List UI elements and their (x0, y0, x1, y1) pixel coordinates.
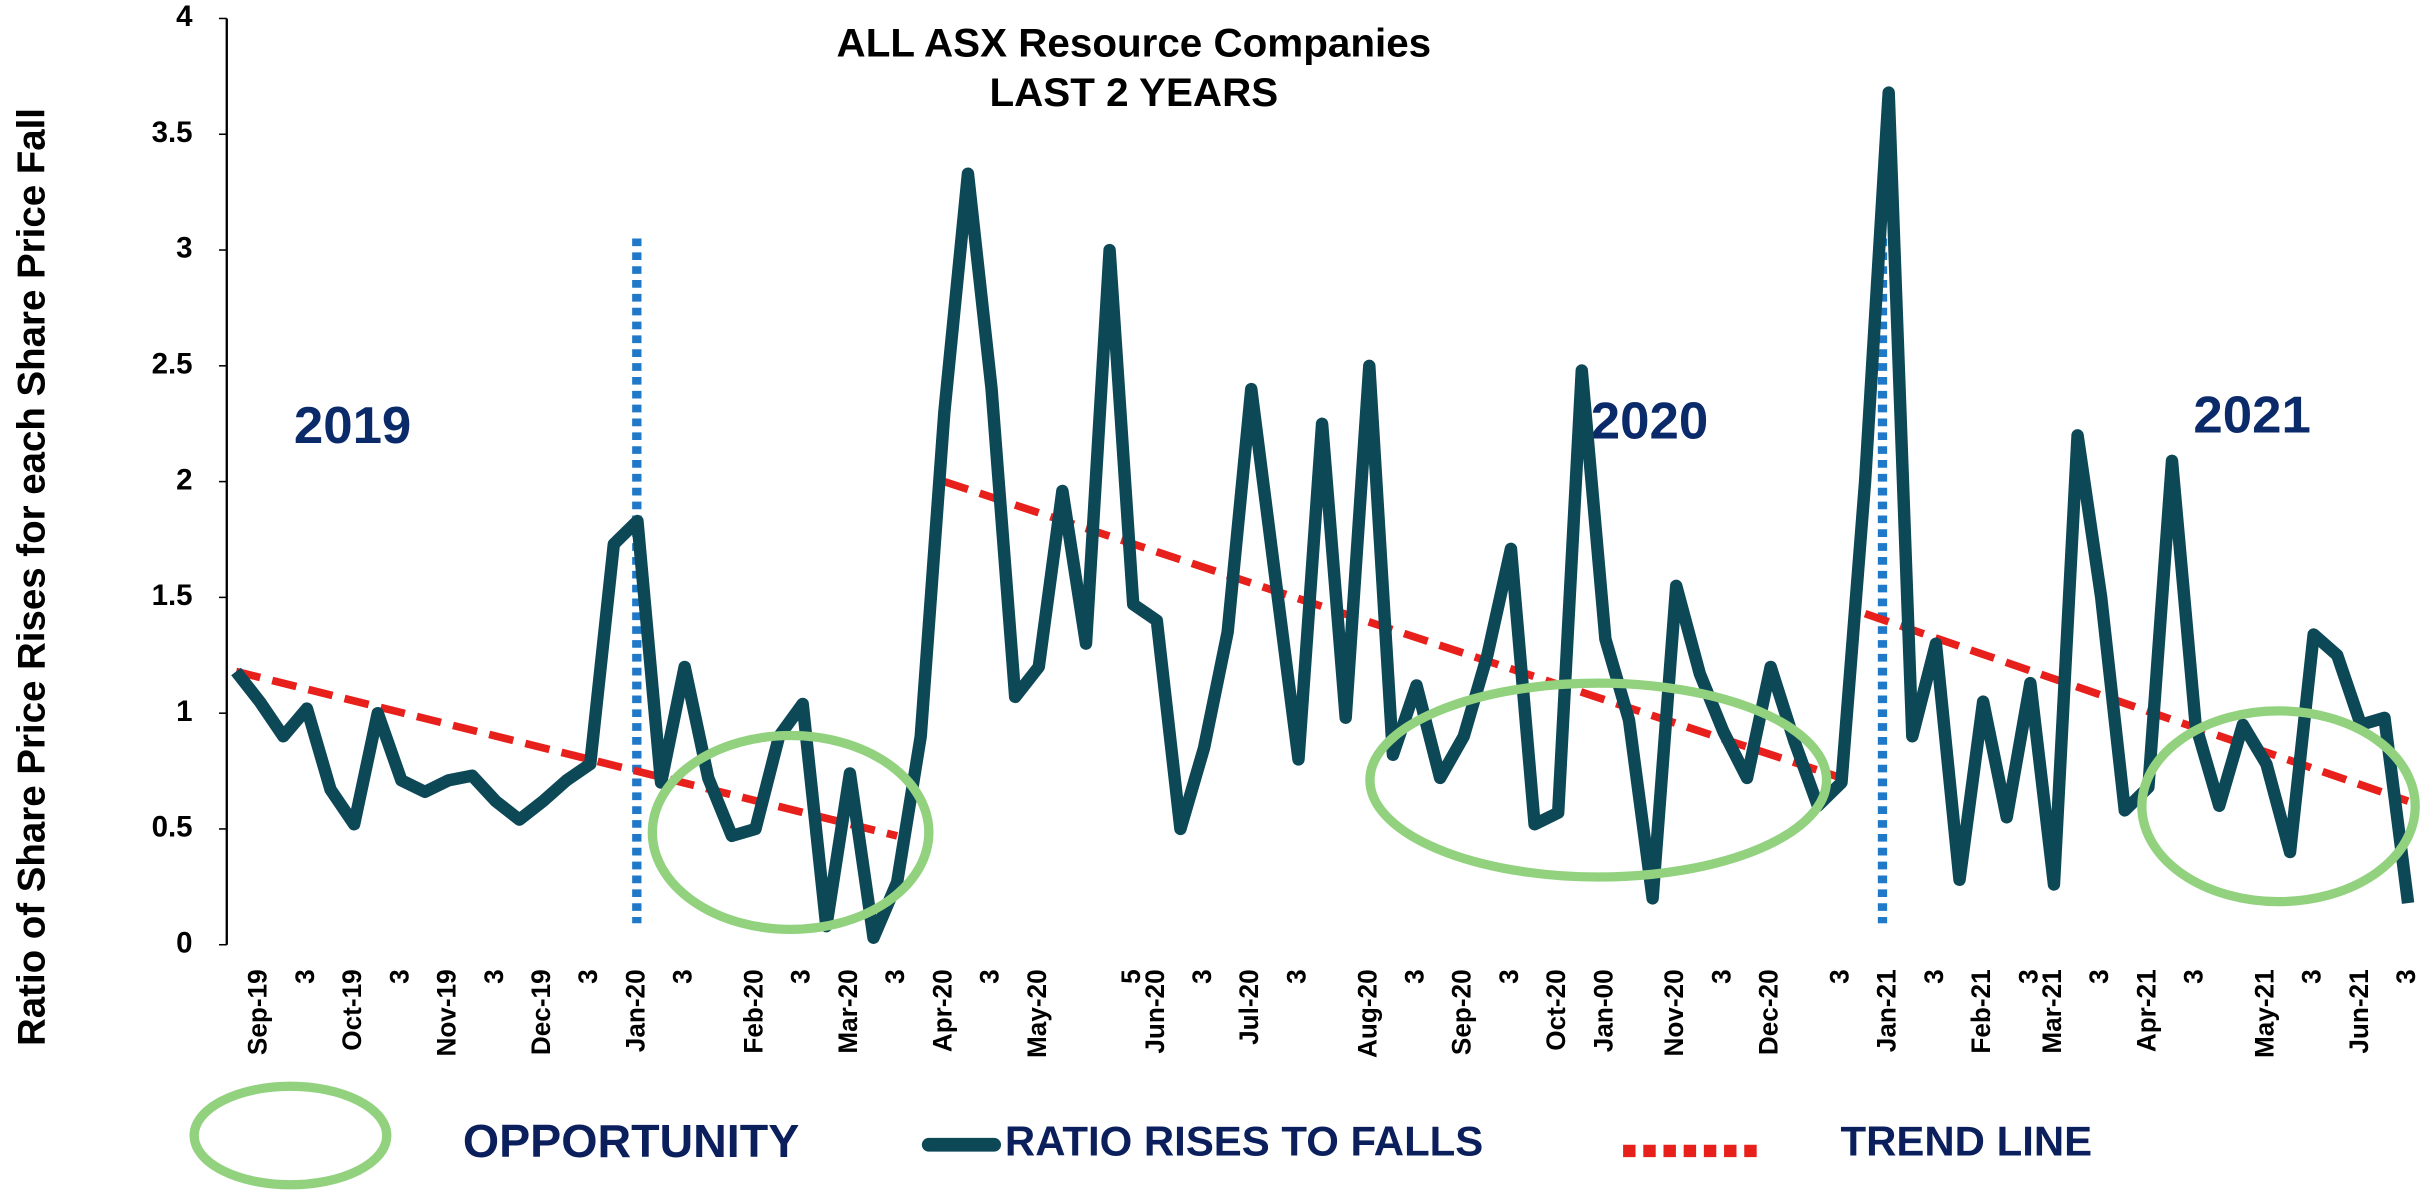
x-tick-label: Aug-20 (1352, 969, 1382, 1058)
data-line (231, 86, 2415, 944)
x-tick-label: 3 (880, 969, 910, 984)
x-tick-label: 3 (2013, 969, 2043, 984)
x-tick-label: Dec-19 (526, 969, 556, 1055)
opportunity-ellipse (2137, 706, 2420, 907)
x-tick-label: Dec-20 (1754, 969, 1784, 1055)
year-label: 2020 (1591, 392, 1708, 451)
year-label: 2019 (294, 396, 411, 455)
y-tick-label: 2 (176, 463, 192, 496)
x-tick-label: 3 (2178, 969, 2208, 984)
x-tick-label: Apr-21 (2131, 969, 2161, 1052)
x-tick-label: 3 (974, 969, 1004, 984)
x-tick-label: Sep-20 (1447, 969, 1477, 1055)
x-tick-label: 5 (1116, 969, 1146, 984)
x-tick-label: Jun-21 (2344, 969, 2374, 1053)
trend-line (235, 667, 899, 840)
legend-label: RATIO RISES TO FALLS (1005, 1118, 1483, 1165)
x-tick-label: 3 (573, 969, 603, 984)
x-tick-label: 3 (668, 969, 698, 984)
y-tick-label: 4 (176, 0, 193, 33)
y-axis-label: Ratio of Share Price Rises for each Shar… (10, 108, 53, 1046)
y-tick-label: 1 (176, 695, 192, 728)
x-tick-label: Jun-20 (1140, 969, 1170, 1053)
y-tick-label: 2.5 (152, 348, 193, 381)
chart-title: ALL ASX Resource Companies (837, 21, 1432, 66)
x-tick-label: 3 (2084, 969, 2114, 984)
x-tick-label: May-20 (1022, 969, 1052, 1058)
x-tick-label: 3 (384, 969, 414, 984)
x-tick-label: Sep-19 (243, 969, 273, 1055)
x-tick-label: 3 (1706, 969, 1736, 984)
x-tick-label: 3 (2391, 969, 2421, 984)
chart-subtitle: LAST 2 YEARS (989, 70, 1278, 115)
x-tick-label: Jan-21 (1872, 969, 1902, 1052)
x-tick-label: Jan-20 (620, 969, 650, 1052)
x-tick-label: May-21 (2249, 969, 2279, 1058)
x-tick-label: Jan-00 (1588, 969, 1618, 1052)
x-tick-label: Nov-19 (431, 969, 461, 1056)
x-tick-label: 3 (1281, 969, 1311, 984)
x-tick-label: Apr-20 (927, 969, 957, 1052)
x-tick-label: 3 (479, 969, 509, 984)
legend-swatch (189, 1081, 392, 1190)
x-tick-label: Oct-20 (1541, 969, 1571, 1050)
x-tick-label: Oct-19 (337, 969, 367, 1050)
x-tick-label: 3 (1187, 969, 1217, 984)
x-tick-label: 3 (1399, 969, 1429, 984)
opportunity-ellipse (647, 730, 934, 934)
legend-label: OPPORTUNITY (463, 1115, 799, 1167)
x-tick-label: 3 (2297, 969, 2327, 984)
x-tick-label: Feb-21 (1966, 969, 1996, 1053)
x-tick-label: 3 (1824, 969, 1854, 984)
y-tick-label: 3 (176, 232, 192, 265)
trend-line (1863, 609, 2410, 805)
opportunity-ellipse (1365, 678, 1832, 882)
x-tick-label: 3 (290, 969, 320, 984)
y-tick-label: 3.5 (152, 116, 193, 149)
x-tick-label: Jul-20 (1234, 969, 1264, 1045)
y-tick-label: 1.5 (152, 579, 193, 612)
x-tick-label: Mar-21 (2037, 969, 2067, 1053)
x-tick-label: Feb-20 (738, 969, 768, 1053)
x-tick-label: 3 (786, 969, 816, 984)
y-tick-label: 0 (176, 927, 192, 960)
x-tick-label: Mar-20 (833, 969, 863, 1053)
x-tick-label: 3 (1919, 969, 1949, 984)
x-tick-label: Nov-20 (1659, 969, 1689, 1056)
year-label: 2021 (2193, 386, 2310, 445)
y-tick-label: 0.5 (152, 811, 193, 844)
x-tick-label: 3 (1494, 969, 1524, 984)
legend-label: TREND LINE (1841, 1118, 2093, 1165)
